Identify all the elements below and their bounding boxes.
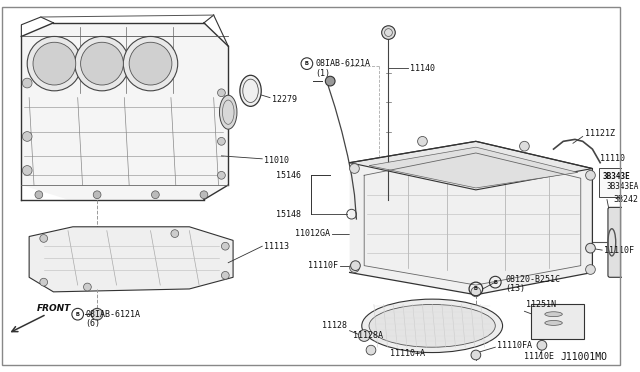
Text: 11140: 11140 (410, 64, 435, 73)
Text: 11110F: 11110F (308, 261, 338, 270)
Circle shape (129, 42, 172, 85)
Circle shape (22, 78, 32, 88)
Circle shape (221, 242, 229, 250)
Text: 11012GA: 11012GA (295, 229, 330, 238)
FancyBboxPatch shape (531, 304, 584, 339)
Circle shape (218, 137, 225, 145)
Text: 08IAB-6121A: 08IAB-6121A (316, 59, 371, 68)
Circle shape (349, 164, 359, 173)
Polygon shape (369, 147, 578, 188)
Text: FRONT: FRONT (37, 304, 71, 313)
Text: 3B343E: 3B343E (602, 172, 630, 181)
Text: 11110FA: 11110FA (497, 341, 532, 350)
Text: 11251N: 11251N (526, 300, 556, 309)
FancyBboxPatch shape (599, 167, 640, 197)
Text: (1): (1) (316, 69, 331, 78)
Circle shape (218, 89, 225, 97)
FancyBboxPatch shape (608, 207, 633, 277)
Circle shape (381, 26, 396, 39)
Circle shape (471, 350, 481, 360)
Text: 11128A: 11128A (353, 331, 383, 340)
Circle shape (40, 235, 47, 242)
Circle shape (221, 272, 229, 279)
Circle shape (75, 36, 129, 91)
Text: 11110+A: 11110+A (390, 349, 426, 357)
Text: B: B (474, 286, 477, 291)
Circle shape (40, 278, 47, 286)
Text: B: B (493, 280, 497, 285)
Text: 11113: 11113 (264, 242, 289, 251)
Circle shape (586, 243, 595, 253)
Ellipse shape (625, 220, 638, 264)
Circle shape (93, 191, 101, 199)
Circle shape (586, 170, 595, 180)
Text: 08IAB-6121A: 08IAB-6121A (86, 310, 140, 319)
Text: B: B (76, 312, 79, 317)
Ellipse shape (545, 312, 563, 317)
Circle shape (33, 42, 76, 85)
Ellipse shape (362, 299, 502, 353)
Circle shape (81, 42, 124, 85)
Circle shape (27, 36, 81, 91)
Ellipse shape (240, 75, 261, 106)
Text: 11128: 11128 (322, 321, 347, 330)
Circle shape (351, 261, 360, 270)
Text: 12279: 12279 (272, 95, 297, 104)
Circle shape (520, 141, 529, 151)
Circle shape (35, 191, 43, 199)
Circle shape (218, 171, 225, 179)
Circle shape (171, 230, 179, 237)
Text: 11121Z: 11121Z (585, 129, 614, 138)
Circle shape (471, 287, 481, 297)
Ellipse shape (220, 95, 237, 129)
Ellipse shape (545, 321, 563, 326)
Text: 15146: 15146 (276, 171, 301, 180)
Circle shape (84, 283, 92, 291)
Circle shape (124, 36, 178, 91)
Polygon shape (349, 141, 593, 295)
Polygon shape (21, 23, 228, 200)
Text: 3B343EA: 3B343EA (606, 182, 638, 190)
Ellipse shape (369, 305, 495, 347)
Text: (13): (13) (505, 285, 525, 294)
Polygon shape (349, 141, 593, 190)
Circle shape (586, 264, 595, 275)
Circle shape (92, 308, 103, 320)
Text: J11001MO: J11001MO (560, 352, 607, 362)
Circle shape (418, 137, 428, 146)
Text: 11110F: 11110F (604, 246, 634, 254)
Text: 11110E: 11110E (524, 352, 554, 362)
Circle shape (22, 132, 32, 141)
Circle shape (537, 340, 547, 350)
Circle shape (325, 76, 335, 86)
Text: 11010: 11010 (264, 156, 289, 165)
Polygon shape (29, 227, 233, 292)
Circle shape (200, 191, 208, 199)
Text: B: B (305, 61, 308, 66)
Text: 15148: 15148 (276, 210, 301, 219)
Text: 3B242: 3B242 (614, 195, 639, 204)
Text: 11110: 11110 (600, 154, 625, 163)
Text: (6): (6) (86, 320, 100, 328)
Circle shape (349, 263, 359, 272)
Circle shape (22, 166, 32, 175)
Circle shape (366, 345, 376, 355)
Text: 08120-B251C: 08120-B251C (505, 275, 560, 284)
Circle shape (152, 191, 159, 199)
Circle shape (358, 330, 370, 341)
